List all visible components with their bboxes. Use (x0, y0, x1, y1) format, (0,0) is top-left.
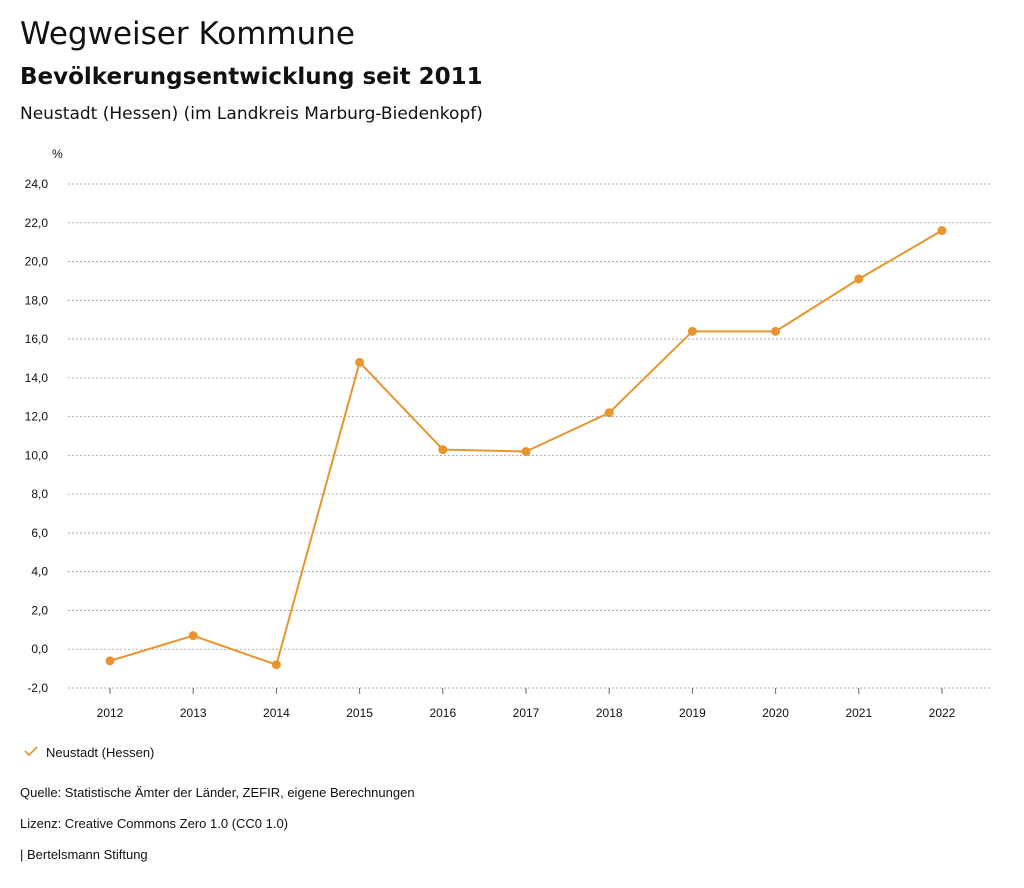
y-tick-label: 16,0 (25, 332, 49, 346)
y-tick-label: 22,0 (25, 216, 49, 230)
data-point[interactable] (271, 660, 281, 670)
y-tick-label: 18,0 (25, 293, 49, 307)
publisher-note: | Bertelsmann Stiftung (20, 847, 148, 862)
x-tick-label: 2018 (596, 706, 623, 720)
y-tick-label: 24,0 (25, 177, 49, 191)
y-tick-label: 6,0 (31, 526, 48, 540)
x-tick-label: 2020 (762, 706, 789, 720)
x-tick-label: 2014 (263, 706, 290, 720)
y-tick-label: 10,0 (25, 448, 49, 462)
data-point[interactable] (355, 357, 365, 367)
x-tick-label: 2021 (845, 706, 872, 720)
data-point[interactable] (687, 326, 697, 336)
data-point[interactable] (105, 656, 115, 666)
check-icon (24, 745, 38, 760)
license-note: Lizenz: Creative Commons Zero 1.0 (CC0 1… (20, 816, 289, 831)
gridlines (68, 183, 990, 689)
legend-label: Neustadt (Hessen) (46, 745, 155, 760)
series-layer (105, 226, 947, 670)
x-tick-label: 2019 (679, 706, 706, 720)
source-note: Quelle: Statistische Ämter der Länder, Z… (20, 785, 415, 800)
region-label: Neustadt (Hessen) (im Landkreis Marburg-… (20, 104, 483, 124)
y-axis-unit-label: % (52, 147, 63, 161)
y-tick-label: 20,0 (25, 255, 49, 269)
data-point[interactable] (521, 447, 531, 457)
y-tick-label: 0,0 (31, 642, 48, 656)
y-tick-label: -2,0 (27, 681, 48, 695)
data-point[interactable] (438, 445, 448, 455)
legend[interactable]: Neustadt (Hessen) (24, 745, 154, 760)
data-point[interactable] (771, 326, 781, 336)
x-tick-label: 2017 (513, 706, 540, 720)
x-tick-label: 2012 (97, 706, 124, 720)
data-point[interactable] (188, 631, 198, 641)
y-tick-label: 12,0 (25, 410, 49, 424)
y-tick-label: 4,0 (31, 565, 48, 579)
chart-subtitle: Bevölkerungsentwicklung seit 2011 (20, 64, 483, 90)
x-tick-label: 2013 (180, 706, 207, 720)
x-axis-ticks: 2012 2013 2014 2015 2016 2017 2018 2019 2020 2021… (97, 688, 956, 720)
data-point[interactable] (937, 226, 947, 236)
data-point[interactable] (604, 408, 614, 418)
y-tick-label: 8,0 (31, 487, 48, 501)
chart-title: Wegweiser Kommune (20, 16, 355, 52)
x-tick-label: 2016 (429, 706, 456, 720)
x-tick-label: 2022 (929, 706, 956, 720)
x-tick-label: 2015 (346, 706, 373, 720)
line-chart: % -2,0 0,0 2,0 4,0 6,0 8,0 10,0 12,0 14,0 16,0 18,… (25, 147, 990, 720)
y-axis-ticks: -2,0 0,0 2,0 4,0 6,0 8,0 10,0 12,0 14,0 16,0 18,0 2… (25, 177, 49, 695)
y-tick-label: 14,0 (25, 371, 49, 385)
data-point[interactable] (854, 274, 864, 284)
y-tick-label: 2,0 (31, 603, 48, 617)
